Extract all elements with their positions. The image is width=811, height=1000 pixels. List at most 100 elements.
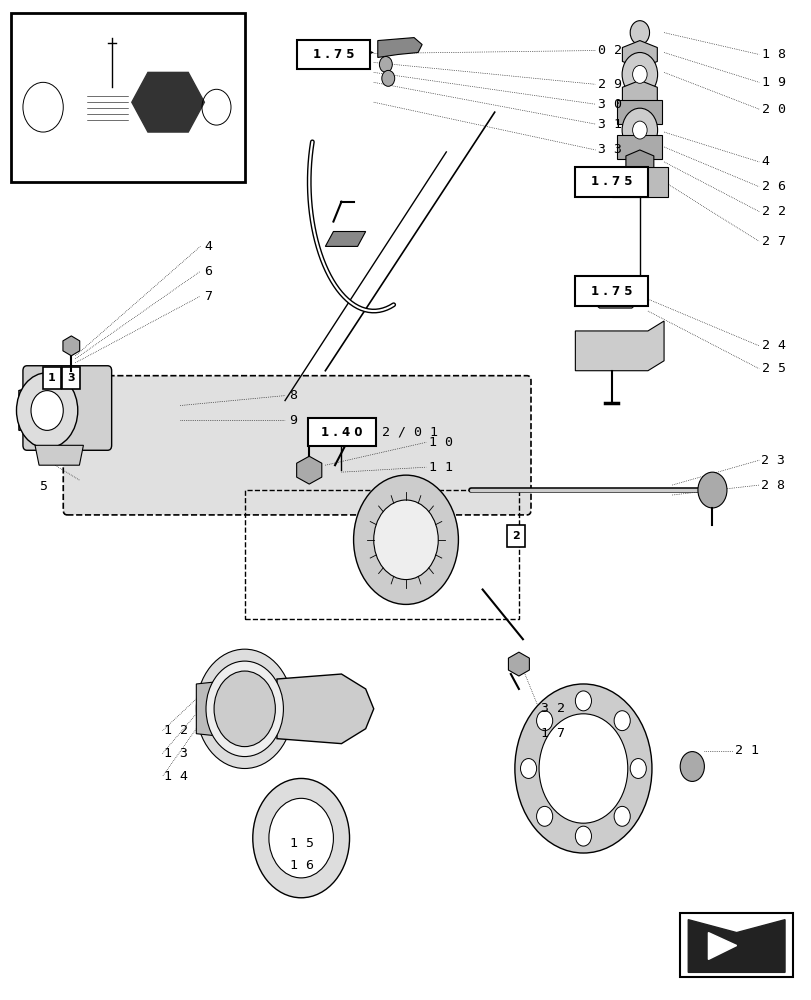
Text: 1 7: 1 7 [541, 727, 564, 740]
Text: 1 . 4 0: 1 . 4 0 [320, 426, 363, 439]
Circle shape [514, 684, 651, 853]
Circle shape [629, 21, 649, 45]
Polygon shape [19, 376, 67, 430]
Circle shape [520, 759, 536, 778]
Text: 4: 4 [204, 240, 212, 253]
Bar [307, 418, 375, 446]
Bar [506, 525, 524, 547]
Bar [575, 276, 647, 306]
Polygon shape [131, 72, 204, 132]
Circle shape [206, 661, 283, 757]
Polygon shape [196, 677, 277, 741]
Text: 3 2: 3 2 [541, 702, 564, 715]
Polygon shape [622, 80, 657, 108]
Bar [297, 40, 369, 69]
Polygon shape [625, 150, 653, 174]
Polygon shape [35, 445, 84, 465]
Polygon shape [325, 232, 365, 246]
Text: 5: 5 [39, 480, 47, 493]
Circle shape [575, 691, 590, 711]
Polygon shape [688, 920, 784, 972]
Text: 2 2: 2 2 [761, 205, 785, 218]
Text: 2 / 0 1: 2 / 0 1 [381, 426, 437, 439]
Text: 1: 1 [48, 373, 56, 383]
Text: 1 . 7 5: 1 . 7 5 [590, 285, 632, 298]
Text: 7: 7 [204, 290, 212, 303]
Text: 2 3: 2 3 [760, 454, 784, 467]
Text: 2 6: 2 6 [761, 180, 785, 193]
Polygon shape [377, 38, 422, 57]
Text: 2 1: 2 1 [734, 744, 758, 757]
Polygon shape [277, 674, 373, 744]
FancyBboxPatch shape [63, 376, 530, 515]
Polygon shape [590, 293, 639, 308]
Circle shape [202, 89, 230, 125]
Bar [43, 367, 61, 389]
Polygon shape [79, 127, 144, 147]
Circle shape [680, 752, 703, 781]
Text: 9: 9 [289, 414, 297, 427]
Polygon shape [622, 41, 657, 68]
Text: 1 8: 1 8 [761, 48, 785, 61]
Text: 1 . 7 5: 1 . 7 5 [590, 175, 632, 188]
Text: 0 2: 0 2 [597, 44, 621, 57]
Circle shape [697, 472, 726, 508]
Circle shape [214, 671, 275, 747]
Bar [616, 100, 662, 124]
Circle shape [629, 759, 646, 778]
Text: 1 1: 1 1 [428, 461, 452, 474]
Text: 2 7: 2 7 [761, 235, 785, 248]
Text: 1 3: 1 3 [164, 747, 188, 760]
Text: 4: 4 [761, 155, 769, 168]
Bar [616, 135, 662, 159]
Text: 8: 8 [289, 389, 297, 402]
Circle shape [613, 806, 629, 826]
Bar [62, 367, 80, 389]
Bar [11, 13, 244, 182]
Circle shape [31, 391, 63, 430]
Polygon shape [508, 652, 529, 676]
Text: 6: 6 [204, 265, 212, 278]
Circle shape [252, 778, 349, 898]
Text: 1 9: 1 9 [761, 76, 785, 89]
Text: 2 4: 2 4 [761, 339, 785, 352]
Circle shape [536, 711, 552, 731]
Text: 3 0: 3 0 [597, 98, 621, 111]
Circle shape [575, 826, 590, 846]
Circle shape [539, 714, 627, 823]
Text: 1 6: 1 6 [290, 859, 314, 872]
Circle shape [373, 500, 438, 580]
Text: 2 0: 2 0 [761, 103, 785, 116]
Bar [244, 490, 518, 619]
Text: 1 0: 1 0 [428, 436, 452, 449]
Text: 1 4: 1 4 [164, 770, 188, 783]
Circle shape [23, 82, 63, 132]
Circle shape [379, 56, 392, 72]
FancyBboxPatch shape [82, 85, 129, 129]
Circle shape [381, 70, 394, 86]
Circle shape [632, 65, 646, 83]
Text: 1 2: 1 2 [164, 724, 188, 737]
Circle shape [268, 798, 333, 878]
FancyBboxPatch shape [23, 366, 111, 450]
Circle shape [353, 475, 458, 604]
Circle shape [621, 52, 657, 96]
Bar [575, 167, 647, 197]
Circle shape [196, 649, 293, 768]
Polygon shape [575, 321, 663, 371]
Circle shape [632, 121, 646, 139]
Bar [611, 167, 667, 197]
Text: 1 5: 1 5 [290, 837, 314, 850]
Text: 2 8: 2 8 [760, 479, 784, 492]
Text: 2 9: 2 9 [597, 78, 621, 91]
Text: 3 3: 3 3 [597, 143, 621, 156]
Polygon shape [707, 933, 736, 959]
Circle shape [536, 806, 552, 826]
Text: 2: 2 [511, 531, 519, 541]
Circle shape [16, 373, 78, 448]
Circle shape [621, 108, 657, 152]
Polygon shape [63, 336, 79, 356]
Text: 3 1: 3 1 [597, 118, 621, 131]
Text: 1 . 7 5: 1 . 7 5 [312, 48, 354, 61]
Bar [680, 913, 792, 977]
